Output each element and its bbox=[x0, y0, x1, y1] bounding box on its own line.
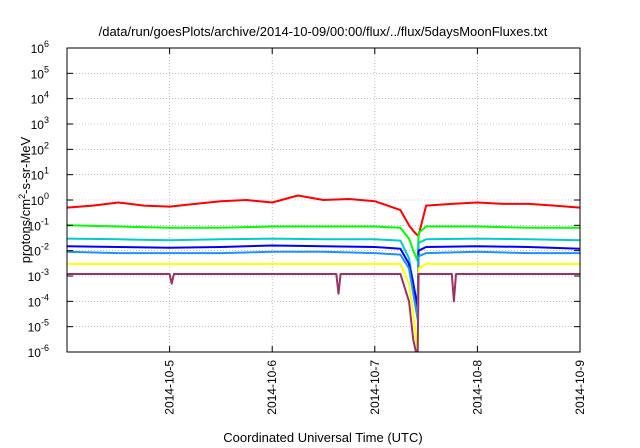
x-tick-label: 2014-10-7 bbox=[368, 360, 382, 415]
y-axis-label-base: protons/cm bbox=[18, 199, 33, 263]
y-tick-exponent: 0 bbox=[44, 191, 49, 201]
series-line-4 bbox=[67, 250, 580, 320]
x-tick-label: 2014-10-5 bbox=[163, 360, 177, 415]
series-lines bbox=[67, 194, 580, 352]
x-tick-label: 2014-10-8 bbox=[470, 360, 484, 415]
y-tick-label: 10-4 bbox=[28, 292, 49, 309]
y-tick-label: 10-3 bbox=[28, 267, 49, 284]
y-tick-exponent: 5 bbox=[44, 64, 49, 74]
x-ticks: 2014-10-5 2014-10-6 2014-10-7 2014-10-8 2014… bbox=[163, 48, 587, 415]
y-tick-exponent: -4 bbox=[41, 292, 49, 302]
y-tick-label: 106 bbox=[31, 39, 49, 56]
y-axis-label-sup: 2 bbox=[17, 194, 27, 199]
x-tick-label: 2014-10-9 bbox=[573, 360, 587, 415]
series-line-3 bbox=[67, 244, 580, 308]
y-tick-exponent: 3 bbox=[44, 115, 49, 125]
y-tick-exponent: 4 bbox=[44, 90, 49, 100]
y-tick-exponent: -3 bbox=[41, 267, 49, 277]
series-line-5 bbox=[67, 262, 580, 352]
x-tick-label: 2014-10-6 bbox=[265, 360, 279, 415]
y-tick-label: 101 bbox=[31, 166, 49, 183]
y-ticks: 10-610-510-410-310-210-11001011021031041… bbox=[28, 39, 580, 360]
series-line-1 bbox=[67, 224, 580, 262]
y-tick-label: 103 bbox=[31, 115, 49, 132]
x-axis-label: Coordinated Universal Time (UTC) bbox=[223, 430, 422, 445]
y-tick-label: 102 bbox=[31, 140, 49, 157]
y-tick-exponent: 6 bbox=[44, 39, 49, 49]
y-tick-label: 100 bbox=[31, 191, 49, 208]
y-tick-exponent: 2 bbox=[44, 140, 49, 150]
y-tick-exponent: -2 bbox=[41, 242, 49, 252]
series-line-2 bbox=[67, 237, 580, 316]
y-tick-label: 10-6 bbox=[28, 343, 49, 360]
y-axis-label: protons/cm2-s-sr-MeV bbox=[17, 136, 33, 263]
y-tick-exponent: -5 bbox=[41, 318, 49, 328]
series-line-0 bbox=[67, 194, 580, 237]
y-tick-label: 105 bbox=[31, 64, 49, 81]
y-tick-exponent: 1 bbox=[44, 166, 49, 176]
y-tick-exponent: -1 bbox=[41, 216, 49, 226]
y-tick-label: 104 bbox=[31, 90, 49, 107]
y-axis-label-rest: -s-sr-MeV bbox=[18, 136, 33, 193]
series-line-6 bbox=[67, 273, 580, 352]
y-tick-exponent: -6 bbox=[41, 343, 49, 353]
chart-title: /data/run/goesPlots/archive/2014-10-09/0… bbox=[99, 24, 548, 39]
y-tick-label: 10-5 bbox=[28, 318, 49, 335]
